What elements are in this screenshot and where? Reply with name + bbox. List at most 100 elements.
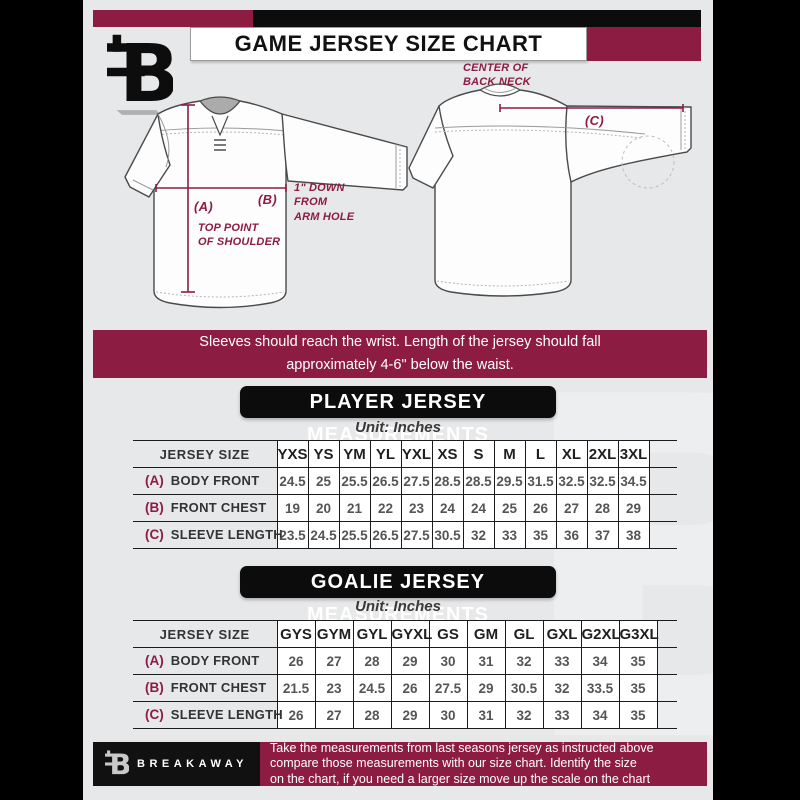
measurement-value-cell: 26	[390, 674, 429, 702]
measurement-value-cell: 24	[431, 494, 463, 522]
measurement-value-cell: 35	[524, 521, 556, 549]
row-label-cell: (B) FRONT CHEST	[133, 675, 277, 702]
measurement-value-cell: 27.5	[428, 674, 467, 702]
measurement-value-cell: 23.5	[276, 521, 308, 549]
measurement-value-cell: 29	[466, 674, 505, 702]
row-name: SLEEVE LENGTH	[170, 527, 283, 542]
measurement-value-cell: 27	[314, 701, 353, 729]
row-key: (C)	[145, 707, 164, 722]
row-label-cell: (C) SLEEVE LENGTH	[133, 702, 283, 729]
size-column-header: S	[462, 440, 494, 468]
row-key: (C)	[145, 527, 164, 542]
measurement-value-cell: 27.5	[400, 467, 432, 495]
size-chart-page: B B GAME JERSEY SIZE CHART	[83, 0, 713, 800]
player-section-heading: PLAYER JERSEY MEASUREMENTS	[240, 386, 556, 446]
player-measurements-table: JERSEY SIZE YXS YS YM YL YXL XS S M L XL 2XL 3XL (A) B…	[133, 440, 677, 549]
measurement-value-cell: 38	[617, 521, 650, 549]
row-key: (B)	[145, 680, 164, 695]
measurement-value-cell: 30.5	[504, 674, 543, 702]
size-column-header: YXS	[276, 440, 308, 468]
row-label-cell: (B) FRONT CHEST	[133, 495, 277, 522]
size-column-header: GM	[466, 620, 505, 648]
measurement-value-cell: 25	[307, 467, 339, 495]
measurement-row: (B) FRONT CHEST 19 20 21 22 23 24 24 25 26 27 28 29	[133, 494, 677, 522]
footer-brand-box: B BREAKAWAY	[93, 742, 260, 786]
size-column-header: YL	[369, 440, 401, 468]
spacer-cell	[657, 702, 677, 729]
measurement-value-cell: 29.5	[493, 467, 525, 495]
row-name: BODY FRONT	[170, 473, 260, 488]
measurement-value-cell: 31.5	[524, 467, 556, 495]
size-column-header: GYM	[314, 620, 353, 648]
table-header-row: JERSEY SIZE GYS GYM GYL GYXL GS GM GL GXL G2XL G3X…	[133, 620, 677, 648]
measurement-value-cell: 32	[504, 701, 543, 729]
spacer-cell	[649, 522, 677, 549]
measurement-value-cell: 32	[462, 521, 494, 549]
size-column-header: GYXL	[390, 620, 432, 648]
row-label-cell: (C) SLEEVE LENGTH	[133, 522, 283, 549]
measurement-value-cell: 24.5	[307, 521, 339, 549]
measure-key-a: (A)	[194, 199, 213, 214]
measurement-value-cell: 26.5	[369, 467, 401, 495]
spacer-cell	[649, 441, 677, 468]
size-column-header: YM	[338, 440, 370, 468]
footer-instructions: Take the measurements from last seasons …	[260, 741, 707, 786]
row-key: (A)	[145, 653, 164, 668]
spacer-cell	[649, 468, 677, 495]
table-header-row: JERSEY SIZE YXS YS YM YL YXL XS S M L XL 2XL 3XL	[133, 440, 677, 468]
measurement-value-cell: 32.5	[555, 467, 587, 495]
measurement-value-cell: 28	[586, 494, 618, 522]
size-column-header: XL	[555, 440, 587, 468]
size-column-header: GYS	[276, 620, 315, 648]
header-bar-black	[253, 10, 701, 27]
measurement-value-cell: 27	[555, 494, 587, 522]
row-key: (A)	[145, 473, 164, 488]
measure-note-a: TOP POINT OF SHOULDER	[198, 222, 281, 249]
measurement-value-cell: 30.5	[431, 521, 463, 549]
measurement-row: (B) FRONT CHEST 21.5 23 24.5 26 27.5 29 30.5 32 33…	[133, 674, 677, 702]
measurement-value-cell: 26	[276, 647, 315, 675]
measurement-value-cell: 29	[390, 701, 429, 729]
measurement-value-cell: 30	[428, 701, 467, 729]
measurement-row: (C) SLEEVE LENGTH 23.5 24.5 25.5 26.5 27.5 30.5…	[133, 521, 677, 549]
size-column-header: XS	[431, 440, 463, 468]
breakaway-footer-logo-icon: B	[105, 747, 129, 781]
front-jersey-diagram: (A) TOP POINT OF SHOULDER (B) 1" DOWN FR…	[108, 95, 418, 330]
measurement-value-cell: 34.5	[617, 467, 650, 495]
measurement-value-cell: 35	[618, 701, 658, 729]
measurement-value-cell: 34	[580, 647, 619, 675]
measurement-row: (C) SLEEVE LENGTH 26 27 28 29 30 31 32 33 34 35	[133, 701, 677, 729]
back-jersey-diagram: (C) CENTER OF BACK NECK	[393, 60, 703, 330]
size-column-header: M	[493, 440, 525, 468]
row-name: FRONT CHEST	[170, 500, 267, 515]
measurement-value-cell: 24	[462, 494, 494, 522]
measurement-value-cell: 28	[352, 701, 391, 729]
corner-header-cell: JERSEY SIZE	[159, 626, 250, 642]
header-accent-block	[587, 27, 701, 61]
measurement-value-cell: 28.5	[431, 467, 463, 495]
measurement-value-cell: 33.5	[580, 674, 619, 702]
measurement-value-cell: 29	[390, 647, 429, 675]
letterbox-right	[713, 0, 800, 800]
measurement-value-cell: 26.5	[369, 521, 401, 549]
size-column-header: YS	[307, 440, 339, 468]
letterbox-left	[0, 0, 83, 800]
measurement-value-cell: 33	[542, 701, 581, 729]
player-unit-label: Unit: Inches	[355, 419, 441, 436]
measurement-value-cell: 23	[314, 674, 353, 702]
measurement-value-cell: 33	[542, 647, 581, 675]
row-name: SLEEVE LENGTH	[170, 707, 283, 722]
size-column-header: GXL	[542, 620, 581, 648]
measure-note-b: 1" DOWN FROM ARM HOLE	[294, 182, 355, 223]
size-column-header: YXL	[400, 440, 432, 468]
spacer-cell	[657, 648, 677, 675]
measurement-value-cell: 25	[493, 494, 525, 522]
row-key: (B)	[145, 500, 164, 515]
size-column-header: 2XL	[586, 440, 618, 468]
row-label-cell: (A) BODY FRONT	[133, 468, 277, 495]
measurement-value-cell: 31	[466, 701, 505, 729]
spacer-cell	[657, 675, 677, 702]
size-column-header: 3XL	[617, 440, 650, 468]
measurement-value-cell: 32	[542, 674, 581, 702]
size-column-header: L	[524, 440, 556, 468]
